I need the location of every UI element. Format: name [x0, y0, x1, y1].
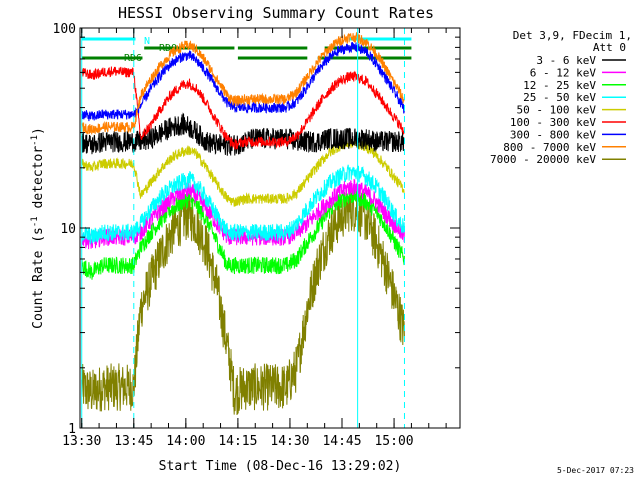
- legend-entry-label: 12 - 25 keV: [523, 79, 596, 92]
- generation-timestamp: 5-Dec-2017 07:23: [557, 466, 634, 475]
- y-tick-label: 1: [68, 422, 76, 437]
- x-axis-label: Start Time (08-Dec-16 13:29:02): [159, 459, 402, 474]
- x-tick-label: 15:00: [374, 434, 413, 449]
- series-line-1: [81, 187, 405, 280]
- flag-label-rd6: RD6: [124, 53, 142, 64]
- legend-entry-label: 25 - 50 keV: [523, 91, 596, 104]
- axis-ticks: 1 10 100 13:30 13:45 14:00 14:15 14:30 14:45 15:0…: [53, 22, 460, 449]
- y-axis-label-mid: detector: [31, 146, 46, 217]
- chart-title: HESSI Observing Summary Count Rates: [118, 4, 434, 22]
- x-tick-label: 14:15: [218, 434, 257, 449]
- flags-layer: N RD0 RD6: [81, 36, 412, 64]
- y-axis-label-end: ): [31, 127, 46, 135]
- legend-entry-label: 7000 - 20000 keV: [490, 153, 596, 166]
- legend-entry-label: 300 - 800 keV: [510, 128, 596, 141]
- series-line-3: [81, 164, 405, 245]
- legend-entry-label: 800 - 7000 keV: [503, 141, 596, 154]
- x-tick-label: 13:30: [62, 434, 101, 449]
- legend-entry-label: 50 - 100 keV: [517, 104, 597, 117]
- legend-entry-label: 3 - 6 keV: [536, 54, 596, 67]
- x-tick-label: 13:45: [114, 434, 153, 449]
- x-tick-label: 14:30: [270, 434, 309, 449]
- y-tick-label: 100: [53, 22, 76, 37]
- legend-entry-label: 100 - 300 keV: [510, 116, 596, 129]
- x-tick-label: 14:45: [322, 434, 361, 449]
- legend-header-line2: Att 0: [593, 41, 626, 54]
- series-line-8: [81, 32, 405, 135]
- series-line-7: [81, 41, 405, 122]
- y-axis-label-sup1: -1: [30, 216, 40, 227]
- series-line-6: [81, 66, 405, 150]
- y-axis-label: Count Rate (s-1 detector-1): [30, 127, 46, 329]
- series-line-2: [81, 178, 405, 250]
- flag-label-rd0: RD0: [159, 43, 177, 54]
- y-axis-label-main: Count Rate (s: [31, 227, 46, 329]
- legend-header-line1: Det 3,9, FDecim 1,: [513, 29, 632, 42]
- flag-label-n: N: [144, 36, 150, 47]
- legend-entry-label: 6 - 12 keV: [530, 66, 597, 79]
- y-axis-label-sup2: -1: [30, 135, 40, 146]
- x-tick-label: 14:00: [166, 434, 205, 449]
- series-line-0: [81, 188, 405, 416]
- y-tick-label: 10: [60, 222, 76, 237]
- series-layer: [81, 32, 405, 416]
